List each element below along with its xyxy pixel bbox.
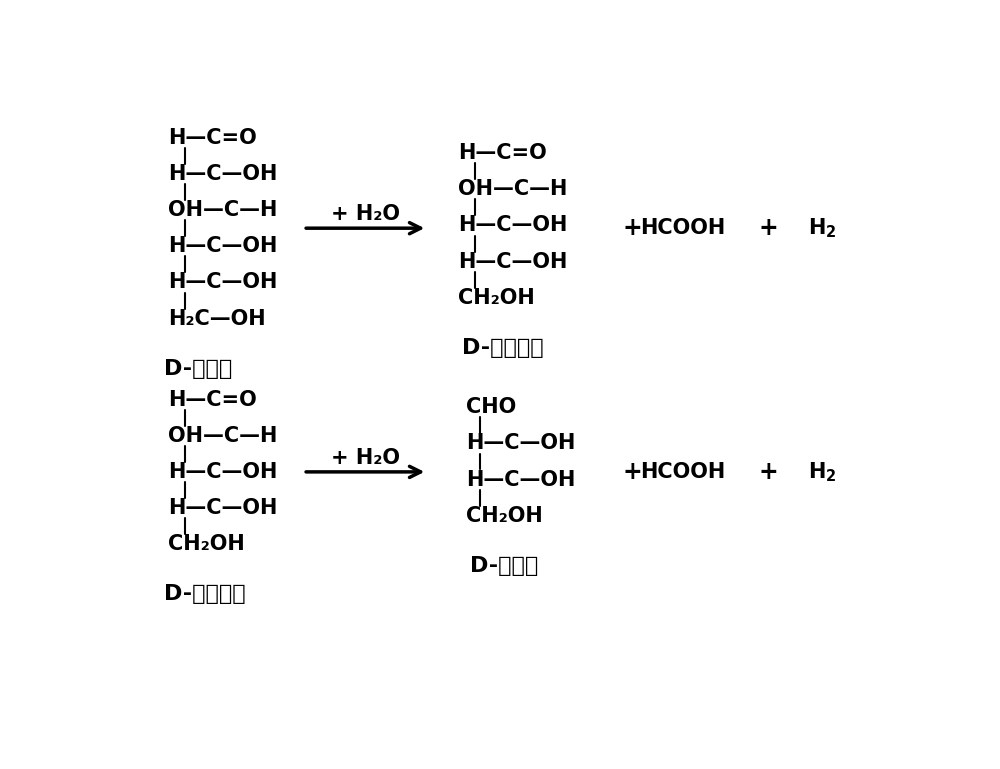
Text: $\mathbf{H_2}$: $\mathbf{H_2}$ [808, 216, 837, 240]
Text: H—C—OH: H—C—OH [458, 251, 568, 271]
Text: D-葡萄糖: D-葡萄糖 [164, 358, 232, 378]
Text: H—C—OH: H—C—OH [168, 498, 277, 518]
Text: CH₂OH: CH₂OH [466, 506, 543, 526]
Text: HCOOH: HCOOH [640, 218, 726, 238]
Text: HCOOH: HCOOH [640, 462, 726, 482]
Text: H—C—OH: H—C—OH [168, 236, 277, 256]
Text: H—C—OH: H—C—OH [466, 470, 575, 490]
Text: CHO: CHO [466, 398, 516, 418]
Text: H—C—OH: H—C—OH [466, 434, 575, 454]
Text: $\mathbf{H_2}$: $\mathbf{H_2}$ [808, 460, 837, 484]
Text: H—C—OH: H—C—OH [168, 462, 277, 482]
Text: D-阿拉伯糖: D-阿拉伯糖 [462, 338, 544, 358]
Text: H—C—OH: H—C—OH [168, 164, 277, 184]
Text: +: + [758, 460, 778, 484]
Text: H—C=O: H—C=O [458, 143, 547, 163]
Text: CH₂OH: CH₂OH [458, 288, 535, 308]
Text: H—C—OH: H—C—OH [168, 272, 277, 292]
Text: OH—C—H: OH—C—H [168, 426, 277, 446]
Text: D-赤蕲糖: D-赤蕲糖 [470, 556, 538, 576]
Text: CH₂OH: CH₂OH [168, 534, 244, 554]
Text: +: + [623, 460, 642, 484]
Text: + H₂O: + H₂O [331, 205, 400, 225]
Text: OH—C—H: OH—C—H [168, 200, 277, 220]
Text: H—C=O: H—C=O [168, 128, 256, 148]
Text: +: + [758, 216, 778, 240]
Text: D-阿拉伯糖: D-阿拉伯糖 [164, 584, 245, 604]
Text: + H₂O: + H₂O [331, 448, 400, 468]
Text: OH—C—H: OH—C—H [458, 179, 568, 199]
Text: H—C—OH: H—C—OH [458, 215, 568, 235]
Text: H₂C—OH: H₂C—OH [168, 308, 265, 328]
Text: H—C=O: H—C=O [168, 390, 256, 410]
Text: +: + [623, 216, 642, 240]
